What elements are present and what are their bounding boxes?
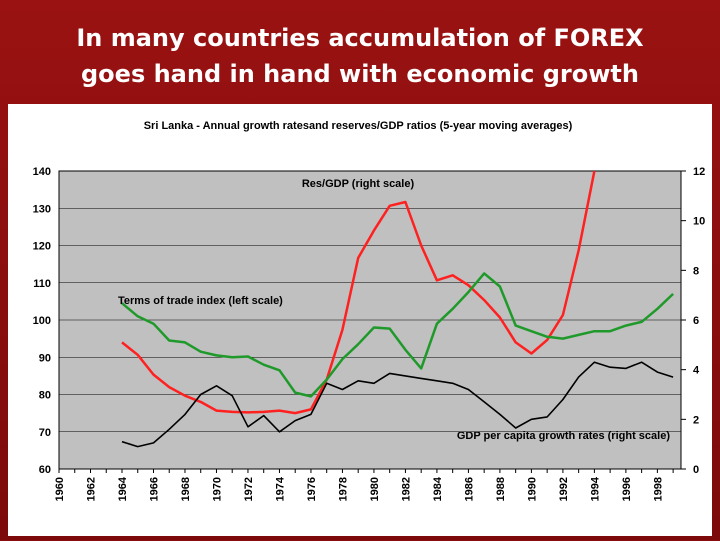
slide-title-line-2: goes hand in hand with economic growth [81, 60, 639, 88]
x-axis-tick-label: 1968 [180, 477, 192, 501]
left-axis-tick-label: 110 [33, 278, 51, 290]
x-axis-tick-label: 1962 [85, 477, 97, 501]
left-axis-tick-label: 140 [33, 166, 51, 178]
right-axis-tick-label: 8 [693, 265, 699, 277]
x-axis-tick-label: 1982 [400, 477, 412, 501]
x-axis-tick-label: 1986 [463, 477, 475, 501]
left-axis-tick-label: 100 [33, 315, 51, 327]
chart-title: Sri Lanka - Annual growth ratesand reser… [144, 120, 573, 132]
series-labels: Res/GDP (right scale) Terms of trade inde… [118, 178, 670, 442]
x-axis-tick-label: 1960 [54, 477, 66, 501]
right-axis-tick-label: 4 [693, 365, 700, 377]
x-axis-tick-label: 1990 [526, 477, 538, 501]
x-axis-tick-label: 1984 [432, 476, 444, 501]
slide-title: In many countries accumulation of FOREX … [0, 20, 720, 92]
x-axis-tick-label: 1966 [148, 477, 160, 501]
series-label-2: Terms of trade index (left scale) [118, 295, 283, 307]
x-axis-tick-label: 1970 [211, 477, 223, 501]
x-axis-tick-label: 1964 [117, 476, 129, 501]
x-axis-tick-label: 1972 [243, 477, 255, 501]
left-axis-tick-label: 130 [33, 203, 51, 215]
left-axis-tick-label: 70 [39, 427, 51, 439]
left-axis-tick-label: 80 [39, 390, 51, 402]
x-axis-tick-label: 1996 [621, 477, 633, 501]
series-line-3 [121, 361, 674, 448]
right-axis-tick-label: 6 [693, 315, 699, 327]
series-line-2 [121, 272, 674, 398]
chart-panel: Sri Lanka - Annual growth ratesand reser… [8, 104, 712, 536]
x-axis-tick-label: 1976 [306, 477, 318, 501]
x-axis-tick-label: 1988 [495, 477, 507, 501]
slide-title-line-1: In many countries accumulation of FOREX [76, 24, 644, 52]
series-lines [121, 171, 674, 448]
x-axis-tick-label: 1998 [652, 477, 664, 501]
x-axis-tick-label: 1978 [337, 477, 349, 501]
x-axis-tick-label: 1994 [589, 476, 601, 501]
left-axis-tick-label: 120 [33, 241, 51, 253]
gridlines [59, 170, 681, 470]
right-axis-tick-label: 10 [693, 216, 705, 228]
x-axis-tick-label: 1980 [369, 477, 381, 501]
left-axis-tick-label: 60 [39, 464, 51, 476]
x-axis-tick-label: 1974 [274, 476, 286, 501]
left-axis-tick-label: 90 [39, 352, 51, 364]
x-axis-tick-label: 1992 [558, 477, 570, 501]
series-line-1 [121, 171, 596, 415]
right-axis-tick-label: 2 [693, 414, 699, 426]
series-label-1: Res/GDP (right scale) [302, 178, 415, 190]
right-axis-tick-label: 12 [693, 166, 705, 178]
right-axis-tick-label: 0 [693, 464, 699, 476]
chart: Sri Lanka - Annual growth ratesand reser… [33, 120, 706, 501]
series-label-3: GDP per capita growth rates (right scale… [457, 430, 670, 442]
axes: 60 70 80 90 100 110 120 130 140 0 2 4 6 8 10 12 1960 1962… [33, 166, 706, 501]
